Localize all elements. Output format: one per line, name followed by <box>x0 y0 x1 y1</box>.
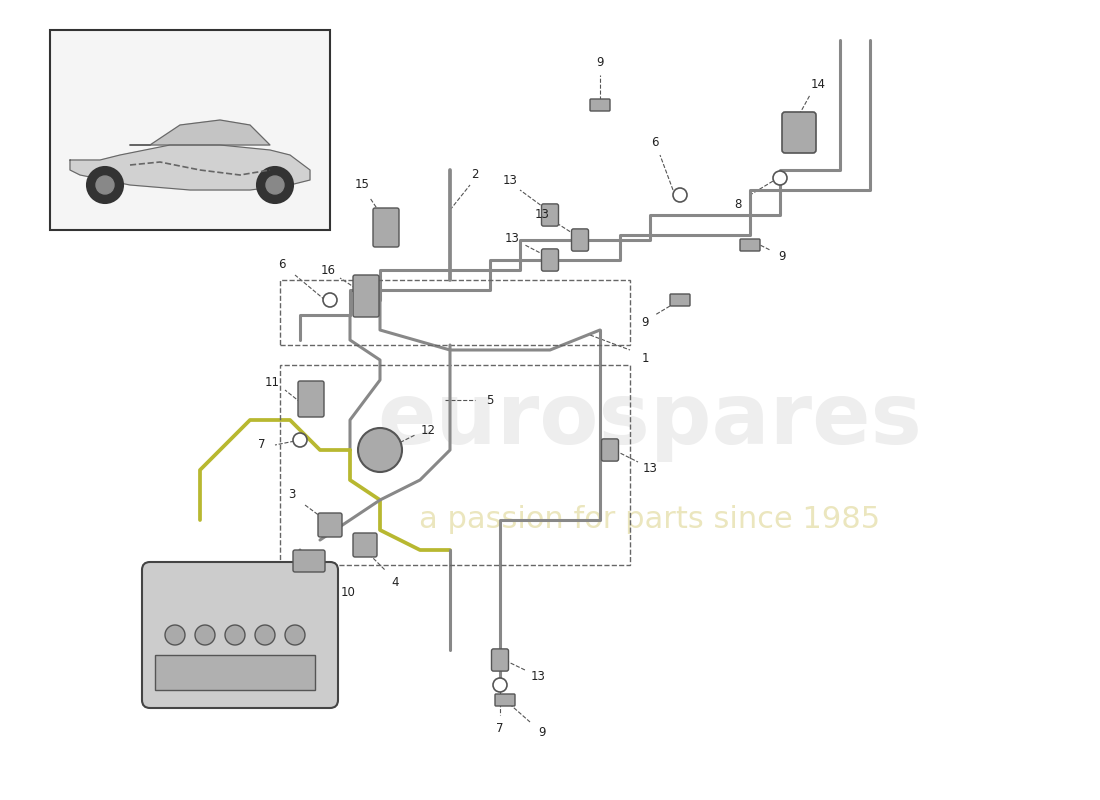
Text: 9: 9 <box>538 726 546 738</box>
Circle shape <box>266 176 284 194</box>
Text: 13: 13 <box>530 670 546 682</box>
FancyBboxPatch shape <box>142 562 338 708</box>
Text: 13: 13 <box>503 174 517 186</box>
Circle shape <box>96 176 114 194</box>
Text: 11: 11 <box>264 375 279 389</box>
FancyBboxPatch shape <box>740 239 760 251</box>
FancyBboxPatch shape <box>298 381 324 417</box>
Circle shape <box>87 167 123 203</box>
Text: 7: 7 <box>496 722 504 734</box>
Circle shape <box>195 625 214 645</box>
Text: 6: 6 <box>651 135 659 149</box>
Text: 6: 6 <box>278 258 286 271</box>
Circle shape <box>293 433 307 447</box>
Circle shape <box>285 625 305 645</box>
Circle shape <box>673 188 688 202</box>
Text: a passion for parts since 1985: a passion for parts since 1985 <box>419 506 881 534</box>
Text: 5: 5 <box>486 394 494 406</box>
Text: 4: 4 <box>392 575 398 589</box>
FancyBboxPatch shape <box>541 204 559 226</box>
Circle shape <box>257 167 293 203</box>
FancyBboxPatch shape <box>541 249 559 271</box>
FancyBboxPatch shape <box>353 275 380 317</box>
Text: 2: 2 <box>471 169 478 182</box>
Bar <box>50 30 330 230</box>
Text: 14: 14 <box>811 78 825 91</box>
Circle shape <box>773 171 786 185</box>
Circle shape <box>323 293 337 307</box>
Circle shape <box>165 625 185 645</box>
Text: 3: 3 <box>288 489 296 502</box>
Text: 16: 16 <box>320 263 336 277</box>
Bar <box>155 655 315 690</box>
Text: 9: 9 <box>779 250 785 262</box>
Text: 13: 13 <box>642 462 658 474</box>
Text: 1: 1 <box>641 351 649 365</box>
Bar <box>280 280 630 345</box>
Circle shape <box>493 678 507 692</box>
FancyBboxPatch shape <box>670 294 690 306</box>
FancyBboxPatch shape <box>495 694 515 706</box>
FancyBboxPatch shape <box>373 208 399 247</box>
FancyBboxPatch shape <box>293 550 324 572</box>
Text: eurospares: eurospares <box>377 378 923 462</box>
Text: 7: 7 <box>258 438 266 451</box>
Text: 9: 9 <box>596 55 604 69</box>
Text: 9: 9 <box>641 315 649 329</box>
FancyBboxPatch shape <box>492 649 508 671</box>
Text: 15: 15 <box>354 178 370 191</box>
FancyBboxPatch shape <box>353 533 377 557</box>
Polygon shape <box>130 120 270 145</box>
Circle shape <box>226 625 245 645</box>
FancyBboxPatch shape <box>318 513 342 537</box>
Text: 13: 13 <box>535 209 549 222</box>
Text: 10: 10 <box>341 586 355 598</box>
Polygon shape <box>70 145 310 190</box>
FancyBboxPatch shape <box>602 439 618 461</box>
FancyBboxPatch shape <box>572 229 588 251</box>
Circle shape <box>358 428 402 472</box>
Circle shape <box>255 625 275 645</box>
Text: 13: 13 <box>505 231 519 245</box>
FancyBboxPatch shape <box>782 112 816 153</box>
Text: 12: 12 <box>420 423 436 437</box>
Bar <box>280 365 630 565</box>
FancyBboxPatch shape <box>590 99 610 111</box>
Text: 8: 8 <box>735 198 741 211</box>
